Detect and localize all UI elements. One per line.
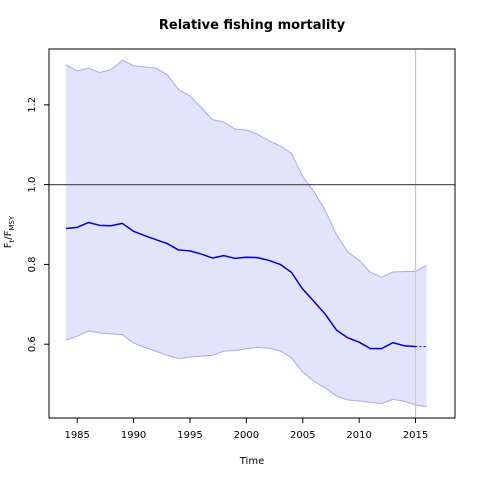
lower-bound-line (65, 330, 427, 408)
x-tick-label: 2000 (234, 430, 259, 441)
upper-bound-line (65, 59, 428, 278)
y-axis: 0.6 0.8 1.0 1.2 (27, 97, 49, 352)
x-tick-label: 2015 (403, 430, 428, 441)
y-axis-label-sub-msy: MSY (8, 215, 16, 230)
plot-frame (48, 48, 456, 419)
x-tick-label: 1985 (64, 430, 89, 441)
x-tick-label: 1990 (121, 430, 146, 441)
y-tick-label: 0.8 (27, 256, 38, 272)
plot-area (49, 49, 455, 418)
x-tick-label: 2010 (346, 430, 371, 441)
confidence-band (65, 60, 427, 407)
y-tick-label: 1.2 (27, 97, 38, 113)
x-axis-label: Time (239, 456, 264, 467)
y-axis-label: Ft/FMSY (3, 215, 16, 248)
y-tick-label: 0.6 (27, 336, 38, 352)
x-axis: 1985 1990 1995 2000 2005 2010 2015 (64, 418, 428, 441)
x-tick-label: 2005 (290, 430, 315, 441)
chart-title: Relative fishing mortality (159, 18, 346, 33)
y-axis-label-mid: /F (3, 230, 14, 239)
y-axis-label-base: F (3, 242, 14, 248)
estimate-line (65, 221, 416, 350)
y-axis-label-sub-t: t (8, 239, 16, 242)
x-tick-label: 1995 (177, 430, 202, 441)
y-tick-label: 1.0 (27, 177, 38, 193)
